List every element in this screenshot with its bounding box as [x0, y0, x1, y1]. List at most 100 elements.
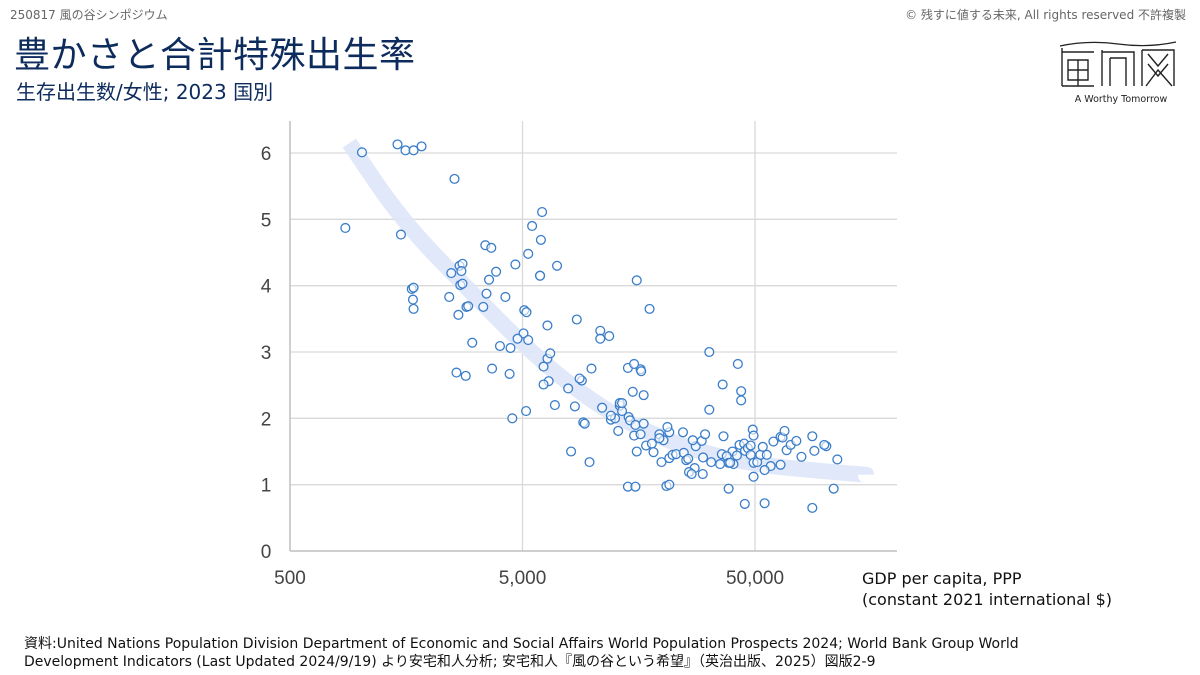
data-point — [638, 418, 649, 429]
data-point — [775, 459, 786, 470]
page-subtitle: 生存出生数/女性; 2023 国別 — [16, 80, 274, 104]
data-point — [340, 222, 351, 234]
axis-layer: 0 1 2 3 4 5 6 500 5,000 50,000 — [261, 121, 897, 589]
data-point — [408, 282, 419, 293]
data-point — [486, 242, 497, 253]
data-point — [697, 469, 708, 480]
data-point — [648, 447, 659, 458]
data-point — [542, 320, 553, 331]
data-point — [491, 266, 502, 277]
data-point — [654, 433, 665, 444]
data-point — [819, 439, 830, 450]
data-point — [586, 363, 597, 374]
data-point — [456, 266, 467, 277]
data-point — [704, 346, 715, 358]
data-point — [828, 483, 839, 494]
data-point — [630, 481, 641, 492]
data-point — [613, 425, 624, 436]
data-point — [757, 441, 768, 452]
data-point — [761, 449, 772, 460]
data-point — [745, 440, 756, 451]
data-point — [579, 418, 590, 429]
data-point — [507, 413, 518, 424]
data-point — [748, 471, 759, 482]
data-point — [392, 139, 403, 150]
y-tick-label: 1 — [261, 476, 272, 497]
data-point — [723, 483, 734, 494]
data-point — [416, 141, 427, 152]
data-point — [731, 450, 742, 461]
y-tick-label: 3 — [261, 343, 272, 364]
data-point — [451, 367, 462, 378]
data-point — [566, 446, 577, 457]
data-point — [537, 206, 548, 218]
grid-layer — [290, 121, 897, 551]
x-axis-label-line1: GDP per capita, PPP — [862, 569, 1022, 588]
source-line2: Development Indicators (Last Updated 202… — [24, 654, 876, 670]
data-point — [467, 337, 478, 348]
data-point — [453, 309, 464, 320]
data-point — [715, 459, 726, 470]
data-point — [631, 446, 642, 457]
data-point — [636, 366, 647, 377]
data-point — [500, 291, 511, 302]
data-point — [356, 147, 368, 158]
data-point — [700, 429, 711, 440]
data-point — [571, 314, 582, 325]
data-point — [460, 370, 471, 381]
data-point — [662, 421, 673, 433]
data-point — [574, 373, 585, 384]
data-point — [527, 220, 538, 232]
x-axis-label: GDP per capita, PPP (constant 2021 inter… — [862, 568, 1112, 610]
data-point — [718, 431, 729, 442]
data-point — [638, 390, 649, 401]
data-point — [408, 145, 419, 156]
data-point — [487, 363, 498, 374]
data-point — [759, 465, 770, 476]
data-point — [687, 435, 698, 446]
x-tick-label: 50,000 — [726, 568, 784, 589]
data-point — [732, 358, 743, 369]
data-point — [644, 303, 655, 314]
data-point — [521, 307, 532, 318]
data-point — [584, 457, 595, 468]
y-tick-label: 6 — [261, 144, 272, 165]
data-point — [807, 431, 818, 442]
kazenotani-logo — [1059, 41, 1177, 87]
data-point — [545, 348, 556, 359]
data-point — [627, 386, 638, 397]
data-point — [656, 457, 667, 468]
data-point — [698, 452, 709, 463]
data-point — [494, 340, 506, 352]
data-point — [535, 270, 546, 281]
data-point — [630, 419, 641, 431]
data-point — [481, 288, 492, 299]
data-point — [832, 454, 843, 465]
data-point — [457, 278, 468, 289]
data-point — [512, 333, 523, 344]
data-point — [595, 333, 606, 344]
data-point — [535, 234, 546, 245]
data-point — [538, 379, 549, 390]
data-point — [635, 429, 646, 440]
data-point — [504, 368, 515, 379]
data-point — [483, 274, 495, 285]
data-point — [739, 498, 750, 509]
data-point — [395, 229, 406, 240]
data-point — [736, 386, 747, 397]
data-point — [759, 498, 770, 509]
data-point — [563, 383, 574, 394]
data-point — [768, 436, 779, 447]
data-point — [686, 469, 697, 480]
data-point — [552, 260, 563, 271]
data-point — [510, 259, 521, 270]
data-point — [549, 400, 560, 411]
data-point — [463, 301, 474, 312]
event-label: 250817 風の谷シンポジウム — [10, 8, 168, 22]
data-point — [748, 430, 759, 441]
data-point — [616, 398, 628, 409]
data-point — [604, 331, 615, 342]
logo-caption: A Worthy Tomorrow — [1074, 94, 1168, 105]
x-tick-label: 5,000 — [499, 568, 547, 589]
trend-layer — [342, 138, 868, 483]
